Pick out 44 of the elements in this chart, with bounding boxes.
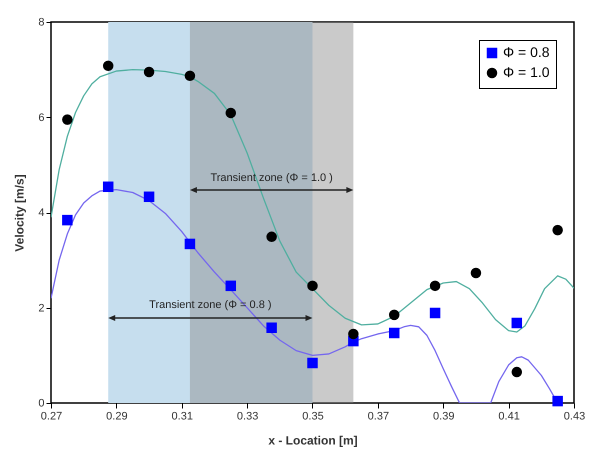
x-tick-label: 0.35 — [302, 410, 324, 422]
point — [226, 280, 236, 292]
point — [348, 328, 359, 340]
point — [307, 280, 318, 292]
point — [102, 60, 114, 72]
point — [388, 310, 400, 320]
y-tick-label: 0 — [38, 398, 44, 410]
band-label: Transient zone (Φ = 1.0 ) — [210, 172, 333, 184]
point — [512, 366, 522, 378]
point — [266, 232, 277, 242]
band-label: Transient zone (Φ = 0.8 ) — [149, 299, 272, 311]
point — [62, 214, 73, 226]
x-tick-label: 0.37 — [368, 410, 390, 422]
point — [102, 182, 114, 192]
x-axis-title: x - Location [m] — [268, 434, 358, 448]
point — [266, 322, 277, 333]
point — [226, 108, 236, 118]
y-axis-title: Velocity [m/s] — [12, 174, 26, 252]
point — [470, 268, 482, 278]
point — [430, 280, 440, 292]
x-tick-label: 0.41 — [498, 410, 520, 422]
x-tick-label: 0.43 — [564, 410, 586, 422]
point — [62, 114, 73, 125]
point — [184, 238, 196, 250]
point — [512, 318, 522, 328]
point — [307, 358, 318, 368]
x-tick-label: 0.27 — [40, 410, 62, 422]
legend-label: Φ = 0.8 — [503, 44, 550, 60]
y-tick-label: 6 — [38, 112, 44, 124]
point — [144, 192, 154, 202]
y-tick-label: 8 — [38, 16, 44, 28]
y-tick-label: 4 — [38, 207, 44, 219]
legend-label: Φ = 1.0 — [503, 64, 550, 80]
point — [552, 396, 563, 406]
point — [184, 70, 196, 82]
y-tick-label: 2 — [38, 302, 44, 314]
point — [388, 328, 400, 338]
x-tick-label: 0.29 — [106, 410, 128, 422]
x-tick-label: 0.39 — [433, 410, 454, 422]
x-tick-label: 0.31 — [172, 410, 193, 422]
point — [552, 224, 563, 236]
x-tick-label: 0.33 — [236, 410, 258, 422]
point — [144, 66, 154, 78]
point — [430, 308, 440, 318]
